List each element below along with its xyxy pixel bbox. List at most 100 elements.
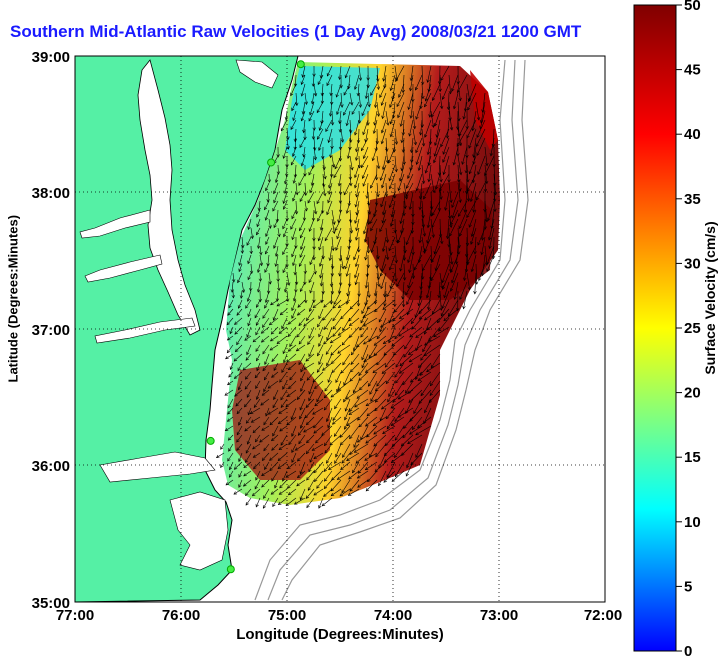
velocity-vector-head (316, 109, 320, 114)
velocity-vector-head (382, 78, 386, 82)
velocity-vector-head (430, 277, 434, 282)
velocity-vector (421, 209, 424, 228)
velocity-vector-head (313, 469, 317, 474)
velocity-vector-head (417, 259, 422, 263)
velocity-vector-head (279, 484, 283, 489)
axes-frame (74, 55, 606, 603)
velocity-vector (290, 218, 297, 230)
velocity-vector (252, 488, 261, 497)
velocity-vector (450, 209, 459, 225)
velocity-vector-head (355, 193, 359, 198)
velocity-vector-head (323, 493, 327, 497)
velocity-vector (329, 245, 333, 261)
velocity-vector (367, 470, 378, 482)
velocity-vector-head (347, 85, 351, 90)
velocity-vector (420, 380, 432, 396)
velocity-vector-head (426, 240, 430, 244)
velocity-vector (300, 488, 306, 500)
velocity-vector (473, 191, 477, 213)
velocity-vector (357, 470, 369, 479)
velocity-vector-head (348, 334, 353, 338)
velocity-vector-head (317, 237, 321, 242)
velocity-vector-head (430, 364, 434, 369)
velocity-vector-head (308, 228, 312, 232)
velocity-vector-head (315, 439, 319, 444)
velocity-vector-head (456, 143, 460, 147)
velocity-vector (430, 218, 434, 238)
velocity-vector (384, 281, 387, 297)
velocity-vector (324, 470, 333, 482)
velocity-vector-head (333, 301, 337, 305)
velocity-vector (334, 155, 342, 169)
velocity-vector (354, 443, 369, 453)
velocity-vector-head (370, 398, 374, 402)
velocity-vector-head (249, 410, 254, 414)
velocity-vector (255, 497, 261, 507)
velocity-vector-head (343, 426, 348, 430)
velocity-vector-head (369, 220, 373, 225)
velocity-vector (348, 488, 360, 496)
velocity-vector (261, 479, 270, 488)
velocity-vector-head (308, 390, 312, 395)
velocity-vector (299, 191, 306, 202)
velocity-vector (269, 461, 279, 471)
velocity-vector (275, 173, 279, 183)
velocity-vector (475, 101, 480, 121)
velocity-vector (238, 470, 243, 478)
velocity-vector (388, 308, 396, 324)
velocity-vector (303, 209, 306, 221)
velocity-vector (400, 254, 405, 272)
velocity-vector-head (311, 165, 315, 170)
velocity-vector-head (332, 305, 336, 309)
velocity-vector-head (355, 157, 359, 161)
velocity-vector (225, 353, 234, 360)
velocity-vector (255, 380, 261, 389)
velocity-vector-head (272, 317, 276, 321)
velocity-vector-head (353, 256, 357, 261)
velocity-vector (247, 254, 252, 264)
velocity-vector (324, 380, 333, 392)
velocity-vector (261, 326, 270, 334)
velocity-vector (311, 443, 324, 451)
velocity-vector (303, 362, 315, 370)
velocity-vector-head (312, 378, 316, 383)
velocity-vector-head (343, 112, 347, 116)
velocity-vector (241, 236, 244, 248)
velocity-vector-head (449, 199, 453, 204)
velocity-vector-head (291, 153, 296, 157)
velocity-vector-head (321, 502, 326, 507)
velocity-vector-head (364, 285, 369, 289)
velocity-vector (252, 443, 261, 450)
velocity-vector-head (262, 505, 266, 509)
velocity-vector-head (355, 237, 359, 241)
velocity-vector-head (328, 466, 332, 470)
velocity-vector-head (314, 478, 318, 482)
velocity-vector-head (383, 85, 387, 89)
velocity-vector-head (389, 285, 393, 289)
velocity-vector-head (227, 381, 231, 386)
velocity-vector (309, 218, 315, 232)
velocity-vector (228, 434, 234, 441)
velocity-vector (254, 479, 261, 490)
velocity-vector-head (238, 474, 242, 478)
velocity-vector-head (355, 460, 359, 464)
velocity-vector-head (256, 367, 260, 372)
velocity-vector-head (386, 293, 390, 298)
velocity-vector (368, 371, 378, 387)
velocity-vector-head (236, 431, 240, 436)
velocity-vector-head (407, 175, 411, 179)
velocity-vector (231, 281, 234, 293)
velocity-vector-head (373, 431, 377, 435)
velocity-vector-head (423, 420, 427, 425)
velocity-vector-head (352, 347, 357, 352)
velocity-vector-head (396, 103, 400, 108)
velocity-vector (439, 290, 442, 311)
velocity-vector (271, 434, 279, 441)
velocity-vector (399, 353, 414, 366)
velocity-vector (344, 416, 351, 430)
velocity-vector-head (326, 460, 330, 464)
velocity-vector (330, 335, 342, 344)
velocity-vector-head (397, 187, 401, 192)
velocity-vector-head (451, 204, 455, 209)
velocity-vector-head (478, 277, 482, 282)
